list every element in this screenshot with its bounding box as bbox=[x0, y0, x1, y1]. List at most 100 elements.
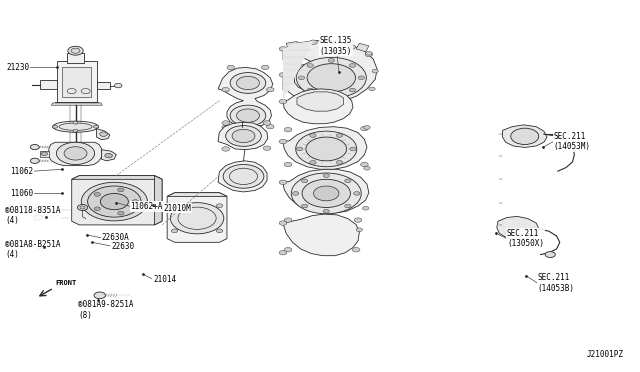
Circle shape bbox=[279, 139, 287, 144]
Circle shape bbox=[353, 192, 360, 195]
Polygon shape bbox=[283, 47, 289, 60]
Circle shape bbox=[372, 69, 378, 73]
Circle shape bbox=[170, 203, 224, 234]
Circle shape bbox=[279, 73, 287, 77]
Polygon shape bbox=[218, 122, 268, 150]
Circle shape bbox=[284, 162, 292, 167]
Circle shape bbox=[360, 162, 368, 167]
Circle shape bbox=[348, 45, 355, 49]
Circle shape bbox=[301, 179, 308, 183]
Circle shape bbox=[227, 65, 235, 70]
Circle shape bbox=[172, 204, 178, 208]
Circle shape bbox=[307, 88, 314, 92]
Polygon shape bbox=[51, 103, 102, 105]
Polygon shape bbox=[283, 214, 359, 256]
Circle shape bbox=[94, 193, 100, 196]
Circle shape bbox=[356, 228, 362, 232]
Circle shape bbox=[279, 250, 287, 255]
Circle shape bbox=[328, 58, 335, 62]
Circle shape bbox=[307, 64, 314, 67]
Circle shape bbox=[284, 128, 292, 132]
Circle shape bbox=[323, 174, 330, 177]
Circle shape bbox=[323, 209, 330, 213]
Polygon shape bbox=[283, 41, 377, 103]
Circle shape bbox=[358, 76, 364, 80]
Circle shape bbox=[93, 125, 99, 128]
Polygon shape bbox=[167, 193, 227, 196]
Circle shape bbox=[80, 206, 85, 209]
Text: SEC.135
(13035): SEC.135 (13035) bbox=[320, 36, 352, 55]
Circle shape bbox=[81, 182, 147, 221]
Polygon shape bbox=[72, 176, 162, 225]
Circle shape bbox=[306, 137, 347, 161]
Circle shape bbox=[307, 64, 355, 92]
Circle shape bbox=[345, 179, 351, 183]
Circle shape bbox=[337, 134, 343, 137]
Polygon shape bbox=[102, 150, 116, 161]
Circle shape bbox=[362, 206, 369, 210]
Circle shape bbox=[296, 147, 303, 151]
Circle shape bbox=[263, 121, 271, 125]
Circle shape bbox=[216, 229, 223, 232]
Circle shape bbox=[511, 128, 539, 144]
Circle shape bbox=[360, 126, 368, 131]
Text: ®08118-8351A
(4): ®08118-8351A (4) bbox=[5, 206, 60, 225]
Circle shape bbox=[222, 121, 230, 125]
Polygon shape bbox=[283, 75, 289, 90]
Circle shape bbox=[118, 188, 124, 192]
Polygon shape bbox=[72, 176, 162, 179]
Text: 22630A: 22630A bbox=[102, 233, 129, 243]
Circle shape bbox=[328, 93, 335, 97]
Circle shape bbox=[237, 76, 259, 90]
Polygon shape bbox=[283, 127, 367, 169]
Circle shape bbox=[77, 205, 88, 211]
Circle shape bbox=[364, 126, 370, 129]
Text: 21230: 21230 bbox=[6, 63, 29, 72]
Ellipse shape bbox=[52, 121, 99, 132]
Circle shape bbox=[369, 87, 375, 91]
Circle shape bbox=[279, 180, 287, 185]
Circle shape bbox=[226, 126, 261, 146]
Circle shape bbox=[100, 132, 108, 137]
Circle shape bbox=[261, 65, 269, 70]
Polygon shape bbox=[40, 80, 57, 89]
Circle shape bbox=[350, 147, 356, 151]
Circle shape bbox=[292, 192, 299, 195]
Circle shape bbox=[56, 142, 95, 164]
Circle shape bbox=[33, 208, 42, 213]
Circle shape bbox=[349, 64, 356, 67]
Circle shape bbox=[30, 144, 39, 150]
Circle shape bbox=[365, 51, 372, 55]
Circle shape bbox=[301, 204, 308, 208]
Circle shape bbox=[365, 52, 372, 57]
Circle shape bbox=[296, 131, 356, 167]
Circle shape bbox=[237, 109, 259, 122]
Circle shape bbox=[94, 207, 100, 211]
Polygon shape bbox=[57, 61, 97, 102]
Circle shape bbox=[545, 251, 556, 257]
Circle shape bbox=[353, 247, 360, 252]
Circle shape bbox=[222, 147, 230, 151]
Circle shape bbox=[310, 134, 316, 137]
Circle shape bbox=[64, 147, 87, 160]
Circle shape bbox=[71, 48, 80, 53]
Text: SEC.211
(14053B): SEC.211 (14053B) bbox=[538, 273, 575, 293]
Text: 11062: 11062 bbox=[10, 167, 33, 176]
Text: SEC.211
(14053M): SEC.211 (14053M) bbox=[554, 132, 591, 151]
Circle shape bbox=[310, 40, 317, 44]
Text: SEC.211
(13050X): SEC.211 (13050X) bbox=[507, 229, 544, 248]
Text: J21001PZ: J21001PZ bbox=[586, 350, 623, 359]
Circle shape bbox=[296, 57, 366, 98]
Polygon shape bbox=[283, 41, 314, 101]
Circle shape bbox=[291, 173, 361, 214]
Circle shape bbox=[298, 76, 305, 80]
Text: FRONT: FRONT bbox=[56, 280, 77, 286]
Circle shape bbox=[291, 47, 298, 52]
Polygon shape bbox=[62, 67, 91, 97]
Circle shape bbox=[354, 218, 362, 222]
Circle shape bbox=[105, 153, 113, 158]
Polygon shape bbox=[497, 217, 539, 239]
Text: 22630: 22630 bbox=[111, 241, 134, 250]
Polygon shape bbox=[49, 142, 102, 166]
Polygon shape bbox=[97, 82, 110, 89]
